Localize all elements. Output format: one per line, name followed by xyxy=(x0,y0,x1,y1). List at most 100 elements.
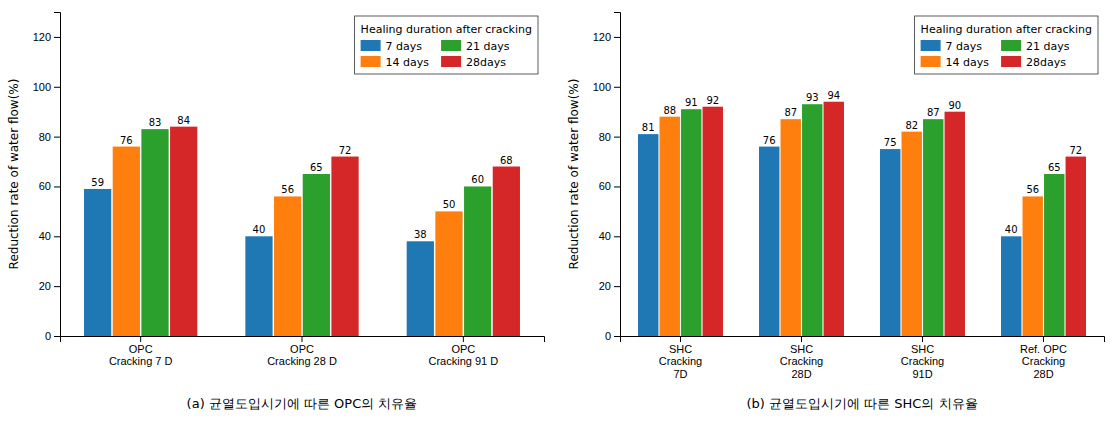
x-tick-label-line: OPC xyxy=(129,343,153,355)
y-tick-label: 20 xyxy=(599,280,611,292)
y-tick-label: 80 xyxy=(599,131,611,143)
x-axis: SHCCracking7DSHCCracking28DSHCCracking91… xyxy=(621,336,1105,380)
x-tick-label-line: OPC xyxy=(290,343,314,355)
data-label: 83 xyxy=(149,117,162,128)
x-axis-line xyxy=(61,337,545,343)
y-tick: 80 xyxy=(599,131,620,143)
y-tick-label: 100 xyxy=(33,81,51,93)
y-tick-label: 120 xyxy=(593,31,611,43)
y-tick-line xyxy=(614,286,620,287)
y-tick: 60 xyxy=(39,180,60,192)
y-tick-label: 0 xyxy=(45,330,51,342)
panel: 020406080100120OPCCracking 7 DOPCCrackin… xyxy=(7,13,545,412)
legend-entry: 7 days xyxy=(921,40,983,53)
x-tick-label: OPCCracking 28 D xyxy=(267,343,337,368)
data-label: 72 xyxy=(339,145,352,156)
y-tick: 20 xyxy=(39,280,60,292)
y-tick: 100 xyxy=(33,81,60,93)
y-axis-title: Reduction rate of water flow(%) xyxy=(7,79,21,270)
legend-label: 7 days xyxy=(946,40,983,53)
x-axis: OPCCracking 7 DOPCCracking 28 DOPCCracki… xyxy=(61,336,545,367)
x-tick: Ref. OPCCracking28D xyxy=(1020,336,1067,380)
y-tick: 20 xyxy=(599,280,620,292)
legend-entry: 14 days xyxy=(361,56,430,69)
bar xyxy=(681,109,701,336)
y-tick-line xyxy=(614,186,620,187)
x-tick-line xyxy=(463,336,464,342)
x-tick-label-line: 28D xyxy=(791,368,811,380)
y-axis: 020406080100120 xyxy=(33,13,61,343)
legend-frame xyxy=(915,16,1098,74)
data-label: 72 xyxy=(1069,145,1082,156)
x-tick-label-line: OPC xyxy=(451,343,475,355)
x-tick-line xyxy=(302,336,303,342)
data-label: 94 xyxy=(827,90,840,101)
data-label: 38 xyxy=(414,229,427,240)
legend-frame xyxy=(355,16,538,74)
x-tick-line xyxy=(680,336,681,342)
data-label: 87 xyxy=(927,107,940,118)
y-tick: 60 xyxy=(599,180,620,192)
data-label: 60 xyxy=(471,174,484,185)
y-axis-line xyxy=(54,13,61,337)
bar xyxy=(407,241,434,336)
bar xyxy=(759,147,779,336)
x-tick-label-line: SHC xyxy=(790,343,813,355)
data-label: 87 xyxy=(784,107,797,118)
y-tick-label: 40 xyxy=(39,230,51,242)
bar xyxy=(435,211,462,336)
legend-entry: 28days xyxy=(441,56,506,69)
x-tick: OPCCracking 91 D xyxy=(428,336,498,367)
legend-label: 28days xyxy=(1026,56,1066,69)
y-tick-label: 40 xyxy=(599,230,611,242)
legend-entry: 21 days xyxy=(441,40,510,53)
data-label: 65 xyxy=(310,162,323,173)
bar xyxy=(1066,157,1086,336)
plot-area xyxy=(638,102,1086,336)
legend-entry: 21 days xyxy=(1001,40,1070,53)
y-tick-label: 0 xyxy=(605,330,611,342)
x-tick-label-line: Cracking xyxy=(901,355,944,367)
y-tick-line xyxy=(614,236,620,237)
x-tick-label-line: Cracking xyxy=(659,355,702,367)
legend-swatch xyxy=(361,40,381,51)
data-labels: 81767540888782569193876592949072 xyxy=(642,90,1082,236)
x-tick-label: OPCCracking 91 D xyxy=(428,343,498,368)
x-tick-label-line: Cracking xyxy=(1022,355,1065,367)
y-axis-line xyxy=(614,13,621,337)
legend: Healing duration after cracking7 days14 … xyxy=(915,16,1098,74)
x-tick-label-line: Cracking 91 D xyxy=(428,355,498,367)
legend-entry: 28days xyxy=(1001,56,1066,69)
chart-svg: 020406080100120OPCCracking 7 DOPCCrackin… xyxy=(0,0,1120,421)
legend-title: Healing duration after cracking xyxy=(361,23,532,36)
y-tick-line xyxy=(54,37,60,38)
legend-content: Healing duration after cracking7 days14 … xyxy=(361,23,532,69)
bar xyxy=(824,102,844,336)
x-tick-label-line: Cracking 28 D xyxy=(267,355,337,367)
data-label: 56 xyxy=(281,184,294,195)
legend-label: 21 days xyxy=(1026,40,1070,53)
x-tick-line xyxy=(922,336,923,342)
x-tick-label: SHCCracking91D xyxy=(901,343,944,380)
data-label: 88 xyxy=(663,105,676,116)
panel: 020406080100120SHCCracking7DSHCCracking2… xyxy=(567,13,1105,412)
legend-entry: 14 days xyxy=(921,56,990,69)
bar xyxy=(880,149,900,336)
data-label: 40 xyxy=(253,224,266,235)
legend-label: 14 days xyxy=(946,56,990,69)
data-label: 81 xyxy=(642,122,655,133)
data-label: 40 xyxy=(1005,224,1018,235)
legend-swatch xyxy=(361,56,381,67)
y-tick-label: 20 xyxy=(39,280,51,292)
y-tick: 120 xyxy=(593,31,620,43)
legend-swatch xyxy=(1001,56,1021,67)
bar xyxy=(331,157,358,336)
subtitle: (b) 균열도입시기에 따른 SHC의 치유율 xyxy=(746,396,977,411)
y-tick-line xyxy=(54,87,60,88)
y-axis: 020406080100120 xyxy=(593,13,621,343)
x-tick-line xyxy=(140,336,141,342)
subtitle: (a) 균열도입시기에 따른 OPC의 치유율 xyxy=(187,396,418,411)
data-label: 68 xyxy=(500,155,513,166)
x-tick-label-line: Cracking 7 D xyxy=(109,355,173,367)
x-axis-line xyxy=(621,337,1105,343)
